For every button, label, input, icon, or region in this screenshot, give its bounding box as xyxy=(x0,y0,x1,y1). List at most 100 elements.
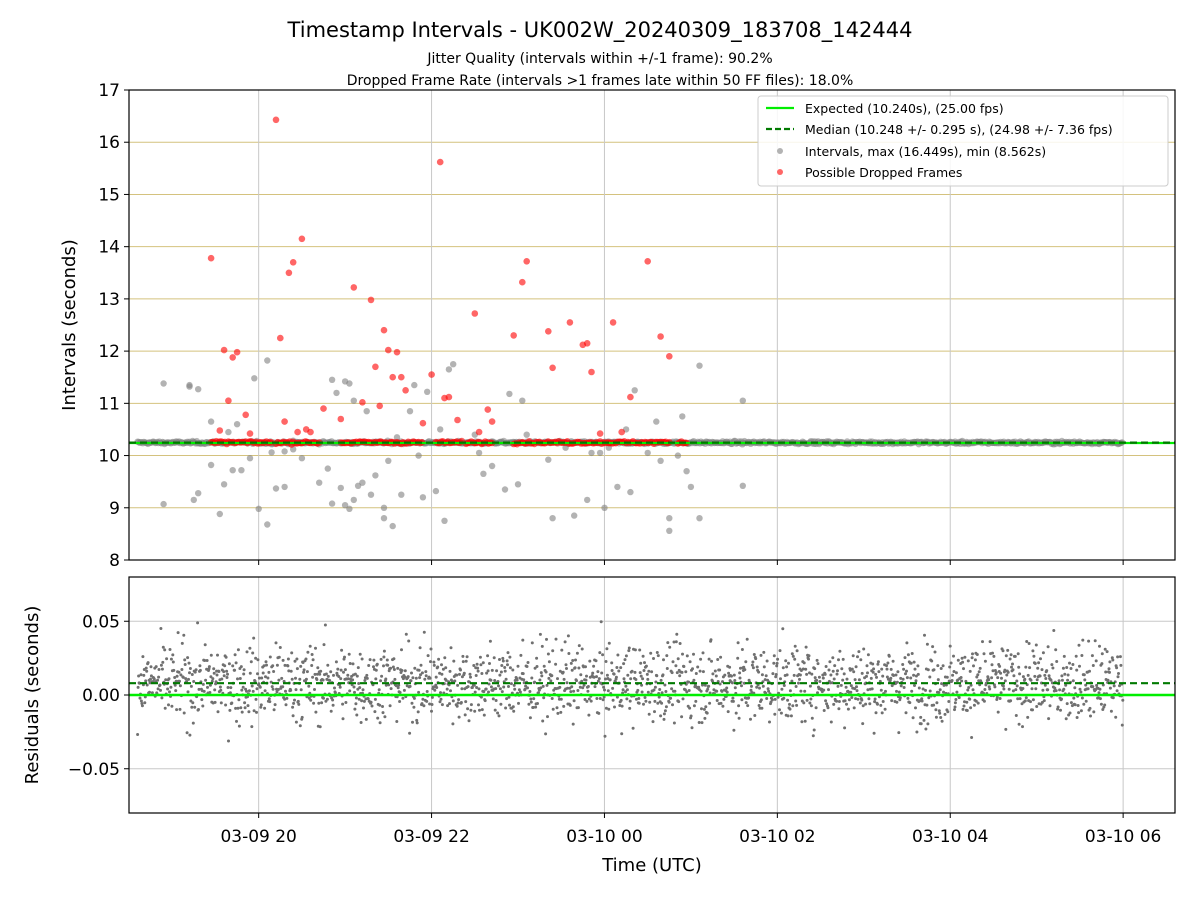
residual-point xyxy=(1039,657,1042,660)
residual-point xyxy=(854,678,857,681)
residual-point xyxy=(312,658,315,661)
residual-point xyxy=(671,671,674,674)
residual-point xyxy=(384,678,387,681)
interval-point xyxy=(351,497,357,503)
residual-point xyxy=(929,690,932,693)
residual-point xyxy=(1092,664,1095,667)
residual-point xyxy=(810,704,813,707)
residual-point xyxy=(526,665,529,668)
residual-point xyxy=(332,674,335,677)
residual-point xyxy=(177,631,180,634)
residual-point xyxy=(519,654,522,657)
interval-point xyxy=(627,489,633,495)
residual-point xyxy=(619,666,622,669)
residual-point xyxy=(629,677,632,680)
residual-point xyxy=(175,708,178,711)
residual-point xyxy=(861,722,864,725)
dropped-frame-point xyxy=(420,420,427,427)
residual-point xyxy=(865,675,868,678)
residual-point xyxy=(548,660,551,663)
residual-point xyxy=(983,688,986,691)
interval-point xyxy=(390,523,396,529)
residual-point xyxy=(783,684,786,687)
residual-point xyxy=(914,706,917,709)
x-tick-label: 03-09 20 xyxy=(220,827,296,847)
residual-point xyxy=(867,697,870,700)
residual-point xyxy=(349,662,352,665)
residual-point xyxy=(961,661,964,664)
residual-point xyxy=(935,701,938,704)
residual-point xyxy=(740,698,743,701)
residual-point xyxy=(569,690,572,693)
residual-point xyxy=(1116,689,1119,692)
interval-point xyxy=(191,497,197,503)
residual-point xyxy=(881,711,884,714)
residual-point xyxy=(944,713,947,716)
residual-point xyxy=(954,698,957,701)
residual-point xyxy=(440,673,443,676)
intervals-y-tick-label: 10 xyxy=(98,447,120,467)
residual-point xyxy=(740,684,743,687)
residual-point xyxy=(938,712,941,715)
residual-point xyxy=(954,706,957,709)
interval-point xyxy=(502,486,508,492)
residual-point xyxy=(981,640,984,643)
residual-point xyxy=(249,672,252,675)
residual-point xyxy=(936,664,939,667)
residual-point xyxy=(812,734,815,737)
residual-point xyxy=(1114,716,1117,719)
interval-point xyxy=(195,386,201,392)
residual-point xyxy=(164,707,167,710)
residual-point xyxy=(689,660,692,663)
residual-point xyxy=(1092,710,1095,713)
residual-point xyxy=(786,699,789,702)
residual-point xyxy=(176,675,179,678)
residual-point xyxy=(1032,655,1035,658)
residual-point xyxy=(192,722,195,725)
intervals-y-tick-label: 8 xyxy=(109,551,120,571)
residual-point xyxy=(278,656,281,659)
dropped-frame-point xyxy=(610,319,617,326)
interval-point xyxy=(597,450,603,456)
residual-point xyxy=(219,686,222,689)
residual-point xyxy=(917,673,920,676)
dropped-frame-point xyxy=(510,332,517,339)
interval-point xyxy=(420,494,426,500)
residual-point xyxy=(643,661,646,664)
residual-point xyxy=(314,711,317,714)
residual-point xyxy=(486,654,489,657)
residual-point xyxy=(367,664,370,667)
residual-point xyxy=(343,656,346,659)
residual-point xyxy=(703,708,706,711)
residual-point xyxy=(1087,640,1090,643)
residual-point xyxy=(995,671,998,674)
residual-point xyxy=(719,683,722,686)
residual-point xyxy=(643,669,646,672)
residual-point xyxy=(422,704,425,707)
residual-point xyxy=(1095,684,1098,687)
residual-point xyxy=(365,674,368,677)
dropped-frame-point xyxy=(381,327,388,334)
residual-point xyxy=(476,663,479,666)
residual-point xyxy=(892,660,895,663)
residual-point xyxy=(596,670,599,673)
residual-point xyxy=(926,643,929,646)
residual-point xyxy=(688,707,691,710)
residual-point xyxy=(228,709,231,712)
residual-point xyxy=(1104,671,1107,674)
residual-point xyxy=(842,658,845,661)
residual-point xyxy=(700,690,703,693)
residual-point xyxy=(848,698,851,701)
residual-point xyxy=(478,687,481,690)
residual-point xyxy=(665,654,668,657)
residual-point xyxy=(1055,689,1058,692)
residual-point xyxy=(233,669,236,672)
residual-point xyxy=(296,667,299,670)
residual-point xyxy=(598,677,601,680)
residual-point xyxy=(494,709,497,712)
residual-point xyxy=(603,689,606,692)
residual-point xyxy=(174,689,177,692)
residual-point xyxy=(549,679,552,682)
residual-point xyxy=(435,676,438,679)
residual-point xyxy=(799,674,802,677)
